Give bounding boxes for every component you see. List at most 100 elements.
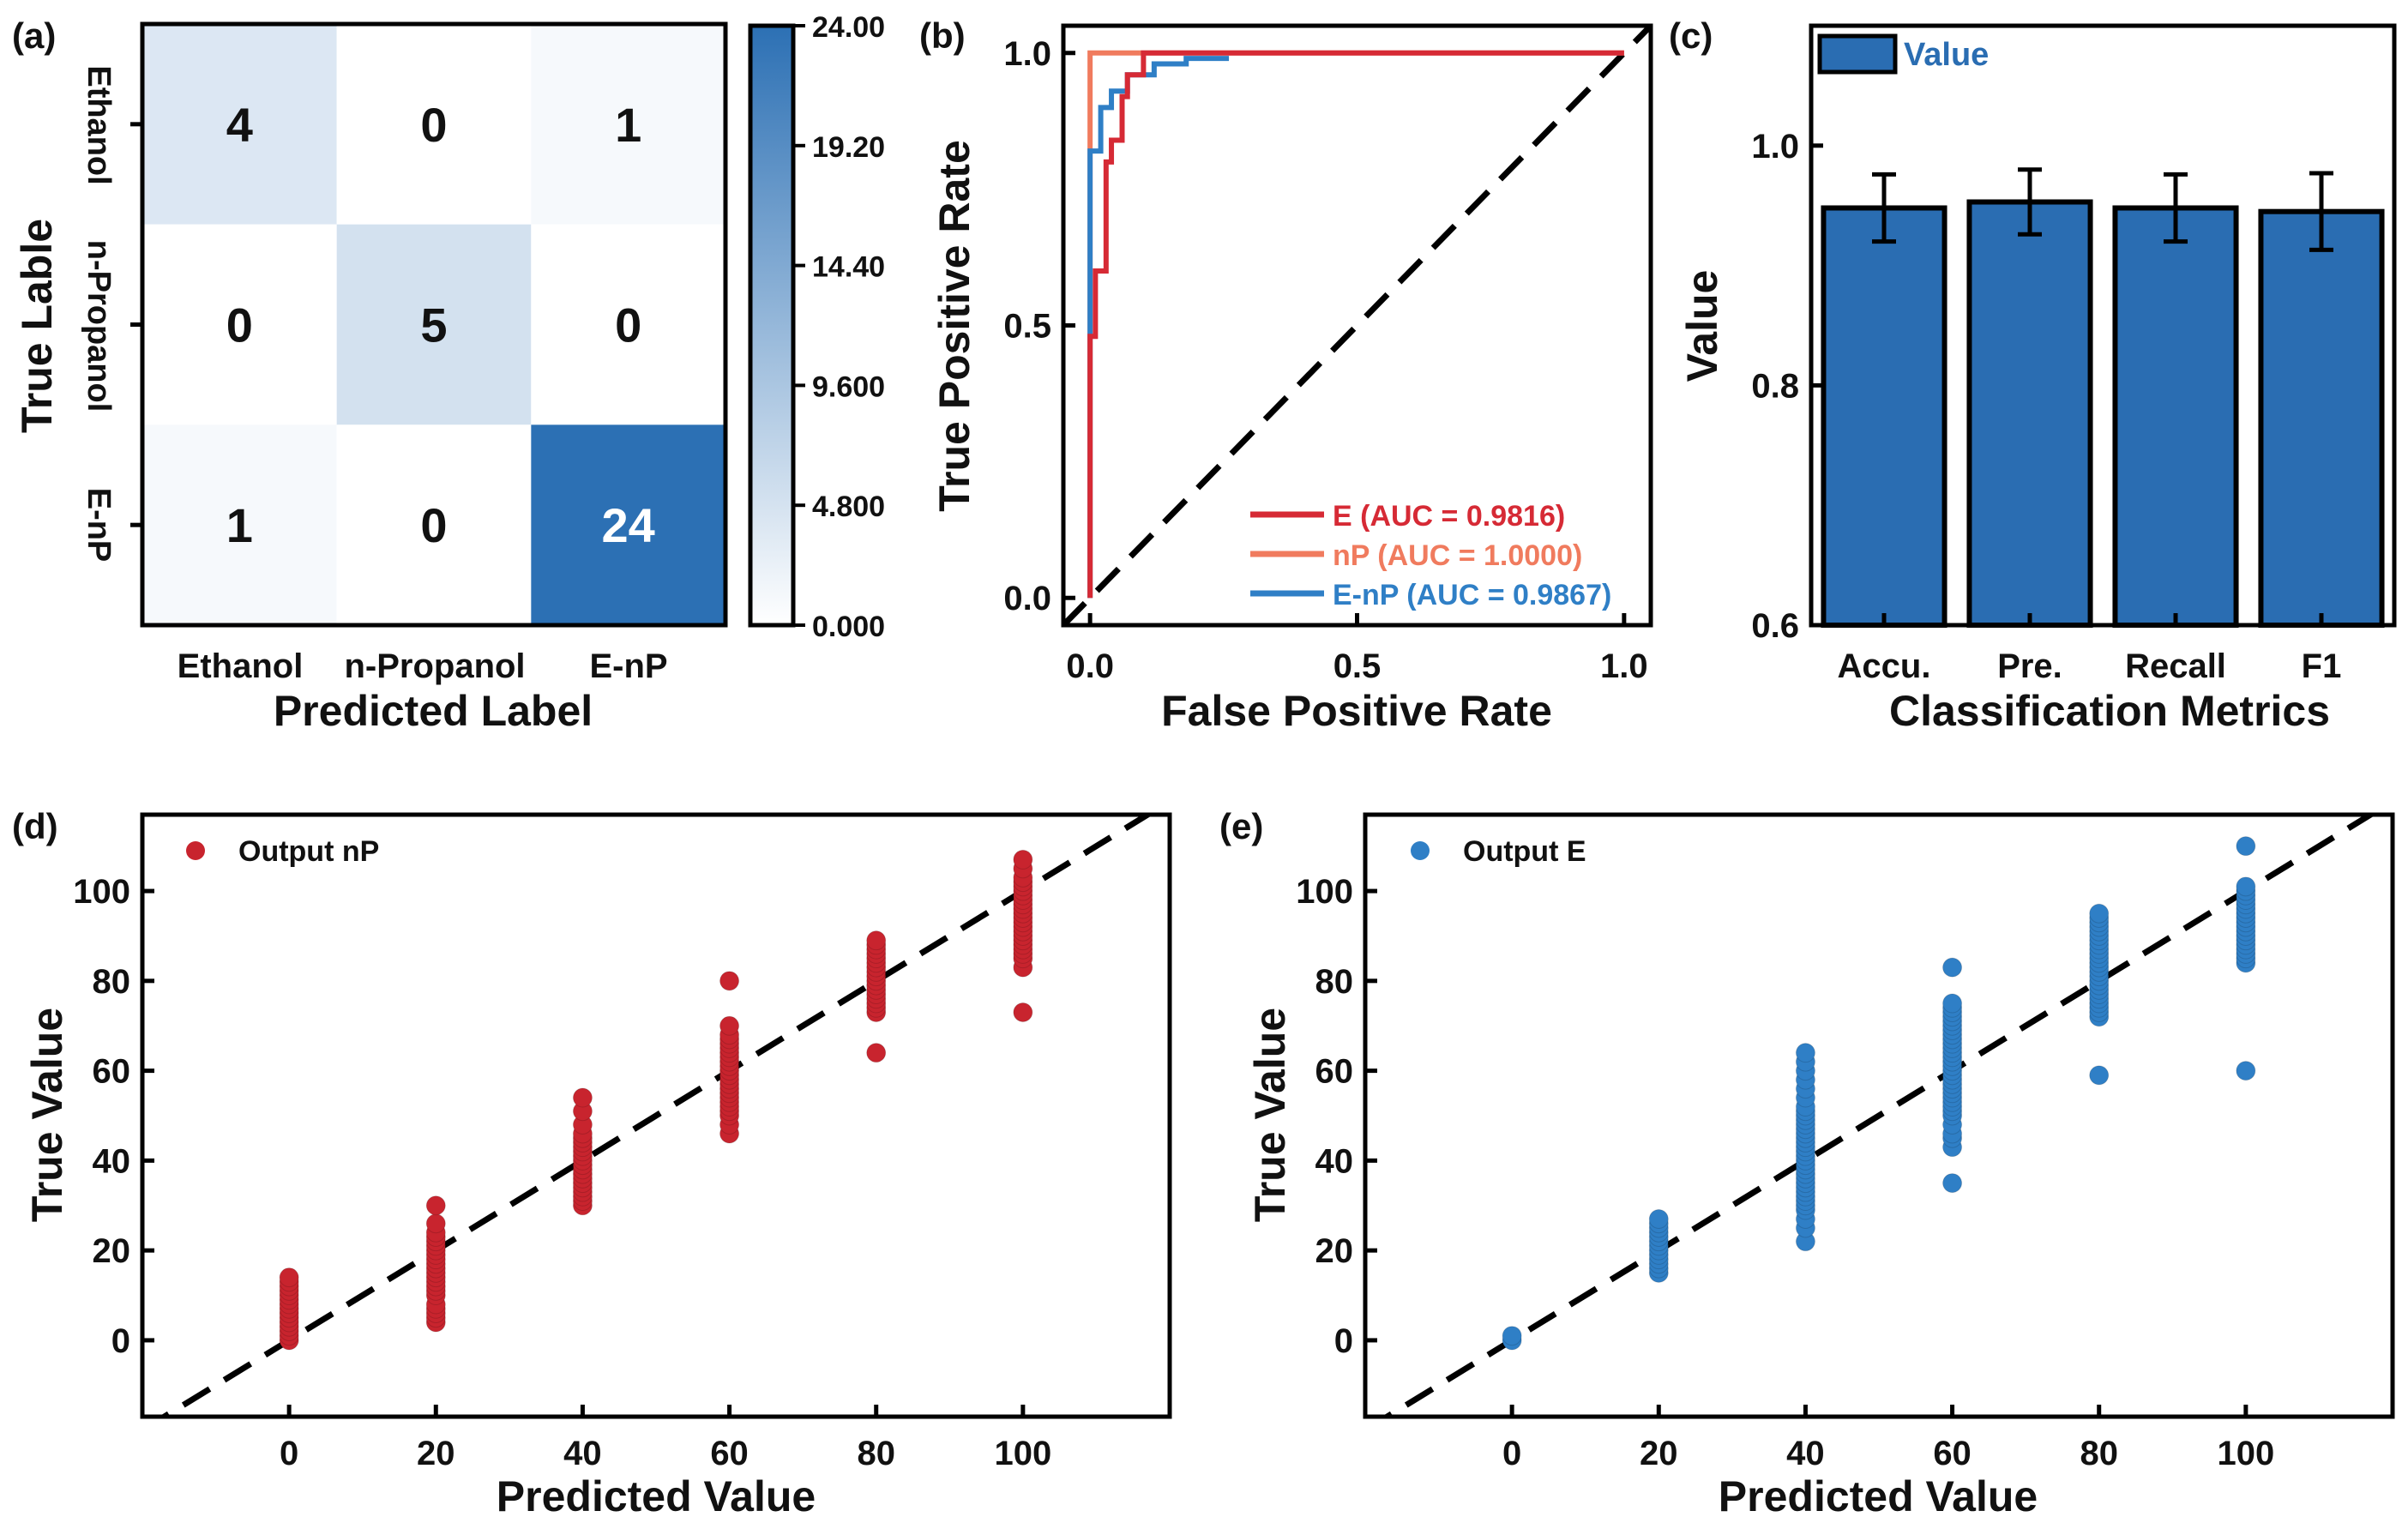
np-axis-ticks: 0 20 40 60 80 100 0 20 40 60 80 100 [73, 873, 1051, 1472]
heatmap-x-axis-title: Predicted Label [274, 687, 593, 735]
colorbar [748, 23, 796, 628]
metrics-legend-label: Value [1904, 37, 1989, 73]
heatmap-cell-value: 5 [420, 298, 447, 352]
e-y-tick-label: 80 [1315, 963, 1354, 1001]
metrics-frame [1809, 23, 2397, 628]
np-scatter-point [425, 1195, 446, 1216]
metrics-x-tick-label: Recall [2125, 647, 2226, 685]
colorbar-tick-label: 14.40 [812, 251, 885, 284]
e-scatter-point [2089, 1065, 2110, 1086]
colorbar-tick-label: 0.000 [812, 611, 885, 643]
heatmap-cell-value: 0 [615, 298, 641, 352]
e-y-tick-label: 20 [1315, 1232, 1354, 1270]
panel-a-letter: (a) [12, 15, 56, 56]
np-frame [140, 812, 1172, 1419]
np-x-tick-label: 80 [857, 1435, 895, 1472]
e-scatter-point [1648, 1208, 1669, 1229]
e-x-tick-label: 100 [2217, 1435, 2274, 1472]
heatmap-y-ticks [130, 122, 142, 527]
np-scatter-point [1013, 849, 1033, 870]
heatmap-cell [531, 224, 725, 425]
metrics-axis-ticks: Accu. Pre. Recall F1 0.6 0.8 1.0 [1751, 128, 2341, 685]
roc-legend: E (AUC = 0.9816) nP (AUC = 1.0000) E-nP (A… [1250, 500, 1611, 611]
heatmap-cell-value: 1 [226, 498, 253, 552]
e-legend-marker [1411, 841, 1430, 860]
e-x-tick-label: 60 [1933, 1435, 1972, 1472]
np-scatter-point [1013, 1002, 1033, 1023]
heatmap-y-label-n-propanol: n-Propanol [81, 240, 117, 412]
metrics-y-axis-title: Value [1678, 270, 1726, 382]
e-scatter-points [1502, 836, 2256, 1351]
heatmap-cell-value: 24 [602, 498, 655, 552]
roc-x-tick-label: 0.0 [1066, 647, 1114, 685]
heatmap-cell-labels: 4 0 10 5 01 0 24 [226, 98, 655, 552]
heatmap-x-label-e-np: E-nP [589, 647, 667, 685]
np-y-axis-title: True Value [23, 1008, 71, 1222]
heatmap-x-label-n-propanol: n-Propanol [344, 647, 525, 685]
np-scatter-point [425, 1213, 446, 1234]
colorbar-ticks: 24.00 19.20 14.40 9.600 4.800 0.000 [793, 11, 885, 643]
np-x-tick-label: 20 [417, 1435, 455, 1472]
roc-series-lines [1087, 50, 1624, 599]
np-x-tick-label: 40 [563, 1435, 602, 1472]
heatmap-cells [142, 24, 725, 625]
heatmap-cell [336, 424, 532, 625]
heatmap-y-tick-labels: Ethanol n-Propanol E-nP [81, 65, 117, 562]
metrics-y-tick-label: 0.6 [1751, 607, 1799, 645]
np-x-tick-label: 0 [280, 1435, 298, 1472]
np-scatter-points [279, 849, 1033, 1351]
roc-y-tick-label: 0.0 [1003, 580, 1051, 617]
e-y-tick-label: 100 [1296, 873, 1353, 911]
colorbar-tick-label: 4.800 [812, 491, 885, 523]
np-legend-label: Output nP [238, 835, 379, 868]
np-y-tick-label: 20 [93, 1232, 131, 1270]
heatmap-y-axis-title: True Lable [13, 219, 61, 433]
e-diagonal-reference [1381, 815, 2377, 1417]
e-x-tick-label: 80 [2080, 1435, 2118, 1472]
np-scatter-point [866, 930, 887, 951]
np-y-tick-label: 0 [111, 1322, 130, 1360]
e-scatter-point [1942, 993, 1963, 1014]
panel-c-letter: (c) [1669, 15, 1713, 56]
heatmap-y-label-ethanol: Ethanol [81, 65, 117, 184]
np-x-tick-label: 100 [994, 1435, 1051, 1472]
heatmap-cell [142, 224, 337, 425]
roc-diagonal-reference [1063, 26, 1651, 625]
colorbar-tick-label: 24.00 [812, 11, 885, 44]
heatmap-cell-value: 0 [226, 298, 253, 352]
heatmap-x-tick-labels: Ethanol n-Propanol E-nP [178, 647, 668, 685]
heatmap-cell-value: 0 [420, 498, 447, 552]
np-legend-marker [186, 841, 205, 860]
np-scatter-point [279, 1267, 299, 1288]
roc-legend-label: E (AUC = 0.9816) [1333, 500, 1565, 533]
e-scatter-point [2236, 836, 2256, 857]
e-scatter-point [2236, 1061, 2256, 1081]
heatmap-cell [336, 224, 532, 425]
heatmap-cell-value: 4 [226, 98, 253, 152]
e-axis-ticks: 0 20 40 60 80 100 0 20 40 60 80 100 [1296, 873, 2274, 1472]
np-scatter-point [866, 1043, 887, 1063]
heatmap-cell [336, 24, 532, 225]
e-scatter-point [2236, 876, 2256, 897]
panel-d-scatter-np: (d) 0 20 40 60 80 100 0 20 40 60 80 100 Output nP P… [12, 806, 1172, 1520]
np-y-tick-label: 80 [93, 963, 131, 1001]
panel-b-letter: (b) [919, 15, 966, 56]
e-legend-label: Output E [1463, 835, 1586, 868]
e-scatter-point [2089, 903, 2110, 924]
e-y-tick-label: 40 [1315, 1142, 1354, 1180]
np-y-tick-label: 60 [93, 1053, 131, 1091]
e-x-tick-label: 0 [1502, 1435, 1521, 1472]
heatmap-x-label-ethanol: Ethanol [178, 647, 304, 685]
metrics-x-tick-label: Pre. [1997, 647, 2062, 685]
heatmap-cell-value: 1 [615, 98, 641, 152]
metric-bar [2112, 205, 2239, 628]
metric-bar [1821, 205, 1947, 628]
roc-x-tick-label: 1.0 [1600, 647, 1648, 685]
e-x-tick-label: 20 [1640, 1435, 1678, 1472]
metric-error-bars [1872, 167, 2333, 252]
roc-axis-ticks: 0.0 0.5 1.0 0.0 0.5 1.0 [1003, 35, 1647, 685]
metric-bar [1966, 199, 2093, 628]
roc-y-tick-label: 0.5 [1003, 308, 1051, 346]
panel-e-letter: (e) [1219, 806, 1263, 846]
